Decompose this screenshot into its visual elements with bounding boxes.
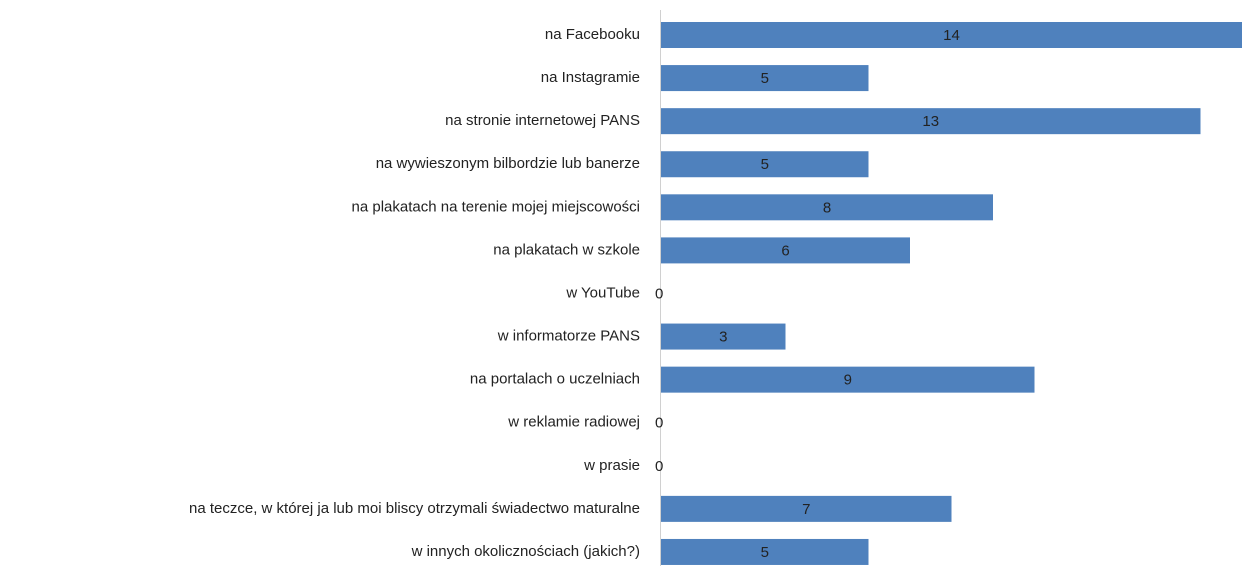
y-tick-label: na stronie internetowej PANS bbox=[445, 112, 640, 129]
bar bbox=[661, 108, 1201, 135]
data-label: 0 bbox=[655, 415, 663, 432]
bar bbox=[661, 538, 869, 565]
y-tick-label: na plakatach na terenie mojej miejscowoś… bbox=[352, 198, 640, 215]
y-tick-label: na plakatach w szkole bbox=[493, 241, 640, 258]
bar bbox=[661, 366, 1035, 393]
data-label: 5 bbox=[761, 544, 769, 561]
data-label: 13 bbox=[922, 113, 939, 130]
data-label: 0 bbox=[655, 458, 663, 475]
data-label: 0 bbox=[655, 285, 663, 302]
y-tick-label: w prasie bbox=[583, 457, 640, 474]
y-tick-label: w informatorze PANS bbox=[497, 328, 640, 345]
y-tick-label: na portalach o uczelniach bbox=[470, 371, 640, 388]
bar bbox=[661, 323, 786, 350]
data-label: 8 bbox=[823, 199, 831, 216]
data-label: 5 bbox=[761, 156, 769, 173]
data-label: 7 bbox=[802, 501, 810, 518]
bar bbox=[661, 495, 952, 522]
data-label: 9 bbox=[844, 372, 852, 389]
y-tick-label: w YouTube bbox=[565, 284, 640, 301]
bar bbox=[661, 237, 910, 264]
data-label: 3 bbox=[719, 329, 727, 346]
y-tick-label: na wywieszonym bilbordzie lub banerze bbox=[376, 155, 640, 172]
data-label: 14 bbox=[943, 27, 960, 44]
y-tick-label: na Instagramie bbox=[541, 69, 640, 86]
y-tick-label: w innych okolicznościach (jakich?) bbox=[411, 543, 640, 560]
bar bbox=[661, 151, 869, 178]
y-tick-label: na Facebooku bbox=[545, 26, 640, 43]
y-tick-label: na teczce, w której ja lub moi bliscy ot… bbox=[189, 500, 640, 517]
bar bbox=[661, 22, 1242, 48]
bar bbox=[661, 194, 993, 221]
data-label: 6 bbox=[781, 242, 789, 259]
data-label: 5 bbox=[761, 70, 769, 87]
y-tick-label: w reklamie radiowej bbox=[507, 414, 640, 431]
bar bbox=[661, 65, 869, 92]
